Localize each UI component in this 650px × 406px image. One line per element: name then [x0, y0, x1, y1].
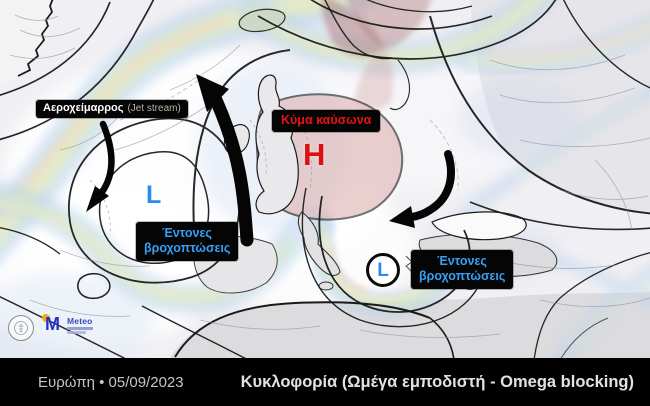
heatwave-label: Κύμα καύσωνα	[272, 110, 381, 132]
jet-stream-label-greek: Αεροχείμαρρος	[43, 102, 124, 114]
seal-emblem-icon	[14, 321, 28, 335]
meteo-logo-text: Meteo	[67, 316, 93, 326]
jet-flow-arrow-left	[86, 120, 115, 212]
jet-stream-label-english: (Jet stream)	[127, 103, 181, 114]
jet-stream-band-northeast	[457, 14, 650, 76]
flow-arrows	[86, 74, 455, 247]
meteo-logo-subtext-line	[67, 327, 93, 330]
weather-map	[0, 0, 650, 358]
low-pressure-symbol-right: L	[377, 259, 389, 281]
rainfall-label-right-line2: βροχοπτώσεις	[419, 269, 506, 284]
rainfall-label-left-line1: Έντονες	[162, 226, 212, 240]
low-pressure-circle-right: L	[366, 253, 400, 287]
rainfall-label-left-line2: βροχοπτώσεις	[144, 241, 231, 256]
pressure-contours	[0, 0, 650, 358]
weather-map-svg	[0, 0, 650, 358]
rainfall-label-right: Έντονες βροχοπτώσεις	[411, 250, 513, 289]
high-pressure-symbol: H	[303, 137, 326, 172]
meteo-logo-dot-icon	[42, 314, 50, 322]
footer-bar: Ευρώπη • 05/09/2023 Κυκλοφορία (Ωμέγα εμ…	[0, 358, 650, 406]
observatory-seal-logo	[8, 315, 34, 341]
jet-flow-arrow-center	[196, 74, 254, 247]
meteo-logo: M Meteo	[39, 312, 119, 340]
meteo-logo-subtext-line	[67, 331, 86, 334]
jet-stream-band-scandinavia	[238, 0, 558, 75]
low-pressure-symbol-left: L	[146, 181, 162, 209]
meteo-logo-m-icon: M	[45, 314, 60, 334]
footer-title: Κυκλοφορία (Ωμέγα εμποδιστή - Omega bloc…	[240, 372, 634, 391]
rainfall-label-right-line1: Έντονες	[437, 254, 487, 268]
jet-flow-arrow-right	[389, 150, 455, 228]
rainfall-label-left: Έντονες βροχοπτώσεις	[136, 222, 238, 261]
footer-region-date: Ευρώπη • 05/09/2023	[38, 373, 184, 391]
jet-stream-label: Αεροχείμαρρος (Jet stream)	[36, 100, 188, 118]
